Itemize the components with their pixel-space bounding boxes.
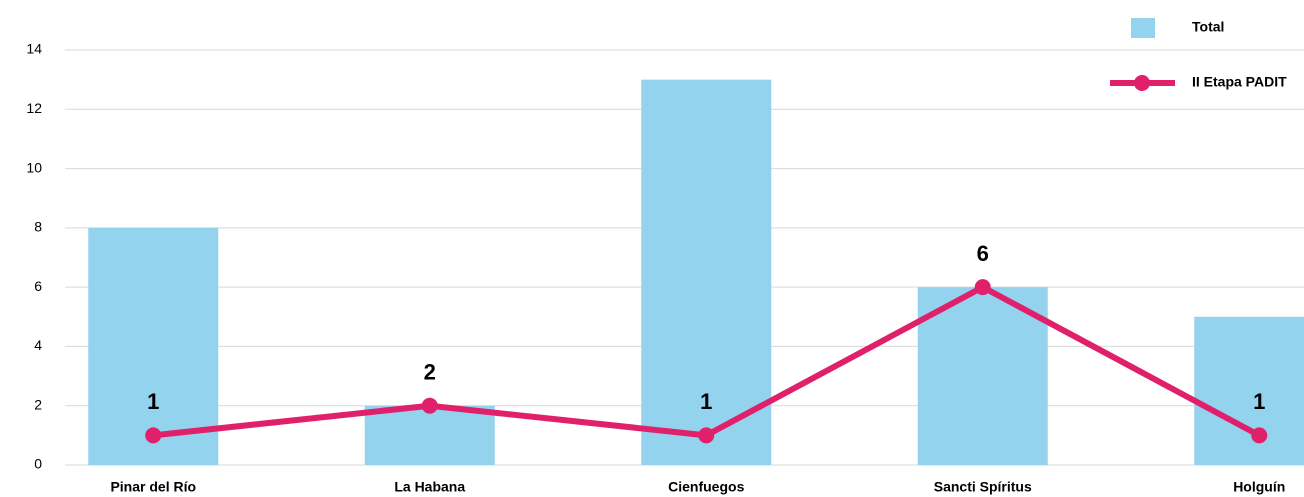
y-tick-label: 2 <box>34 396 42 412</box>
y-tick-label: 0 <box>34 456 42 472</box>
data-label: 6 <box>977 241 989 266</box>
y-tick-label: 4 <box>34 337 42 353</box>
data-label: 1 <box>147 389 159 414</box>
legend-label: II Etapa PADIT <box>1192 74 1287 90</box>
y-tick-label: 8 <box>34 219 42 235</box>
y-tick-label: 6 <box>34 278 42 294</box>
x-tick-label: Holguín <box>1233 479 1285 495</box>
legend-marker <box>1134 75 1150 91</box>
x-tick-label: Cienfuegos <box>668 479 744 495</box>
y-tick-label: 10 <box>26 159 42 175</box>
data-label: 1 <box>1253 389 1265 414</box>
y-tick-label: 14 <box>26 41 42 57</box>
bar <box>1194 316 1304 465</box>
x-tick-label: La Habana <box>394 479 465 495</box>
line-point <box>1251 427 1268 444</box>
bar <box>88 227 219 465</box>
bar <box>917 287 1048 465</box>
x-tick-label: Sancti Spíritus <box>934 479 1032 495</box>
line-point <box>145 427 162 444</box>
line-point <box>421 397 438 414</box>
data-label: 2 <box>424 360 436 385</box>
x-tick-label: Pinar del Río <box>110 479 196 495</box>
line-point <box>698 427 715 444</box>
bar <box>641 79 772 466</box>
bar <box>364 405 495 465</box>
data-label: 1 <box>700 389 712 414</box>
line-point <box>974 279 991 296</box>
legend-label: Total <box>1192 19 1224 35</box>
legend-swatch <box>1131 18 1155 38</box>
y-tick-label: 12 <box>26 100 42 116</box>
